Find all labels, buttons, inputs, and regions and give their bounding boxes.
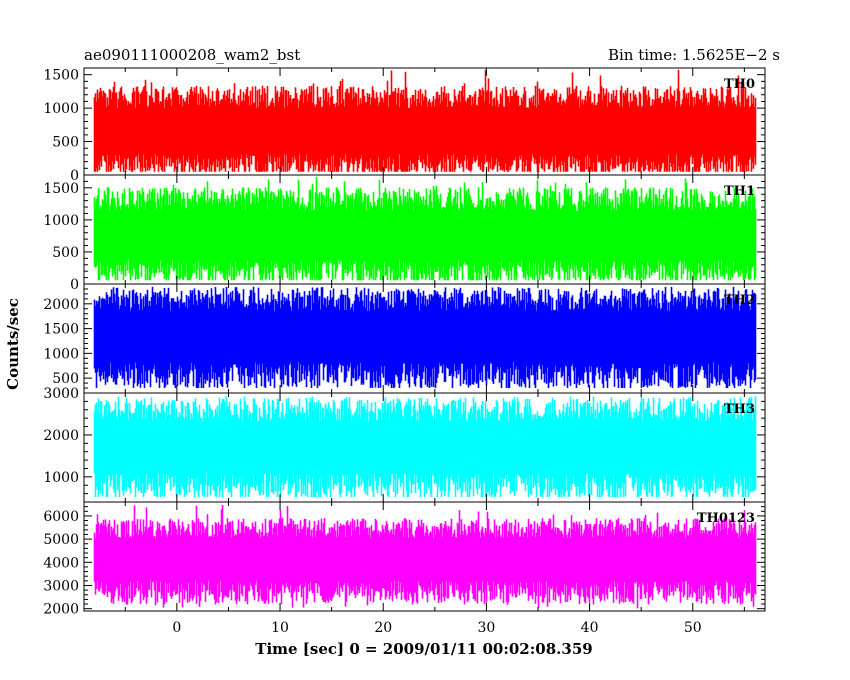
series-th2 [93,286,757,388]
y-tick-label: 5000 [43,532,79,548]
y-tick-label: 500 [52,245,79,261]
y-tick-label: 1000 [43,213,79,229]
x-tick-label: 0 [172,620,181,636]
y-axis-label: Counts/sec [4,298,22,390]
y-tick-label: 3000 [43,386,79,402]
panel-label: TH3 [724,402,755,417]
x-tick-label: 10 [271,620,289,636]
panel-label: TH1 [724,184,755,199]
panel-th0: 0 500 1000 1500 TH0 [43,67,766,184]
bin-time-label: Bin time: 1.5625E−2 s [608,46,780,64]
series-th0 [93,69,757,172]
series-th1 [93,176,757,281]
y-tick-label: 3000 [43,578,79,594]
y-tick-label: 2000 [43,428,79,444]
panel-th0123: 2000 3000 4000 5000 6000 TH0123 [43,501,766,618]
panel-frame [83,501,766,612]
y-tick-label: 2000 [43,297,79,313]
y-tick-label: 1000 [43,101,79,117]
panel-th2: 500 1000 1500 2000 TH2 [43,283,766,394]
y-tick-label: 1000 [43,346,79,362]
x-axis-label: Time [sec] 0 = 2009/01/11 00:02:08.359 [255,640,592,658]
y-tick-label: 6000 [43,509,79,525]
x-tick-label: 30 [477,620,495,636]
y-tick-label: 1500 [43,181,79,197]
y-tick-label: 500 [52,371,79,387]
panels: 0 500 1000 1500 TH0 0 500 1000 1500 TH1 500 1000 150… [43,67,766,618]
y-tick-label: 1500 [43,322,79,338]
y-tick-label: 500 [52,135,79,151]
y-tick-label: 1000 [43,470,79,486]
panel-th3: 1000 2000 3000 TH3 [43,386,766,503]
panel-label: TH2 [724,293,755,308]
x-tick-labels: 0 10 20 30 40 50 [172,620,701,636]
y-tick-label: 0 [70,277,79,293]
x-tick-label: 50 [684,620,702,636]
panel-th1: 0 500 1000 1500 TH1 [43,174,766,293]
y-tick-label: 1500 [43,68,79,84]
y-tick-label: 2000 [43,602,79,618]
panel-label: TH0123 [697,511,755,526]
y-tick-label: 0 [70,168,79,184]
series-th3 [93,396,757,497]
series-th0123 [93,505,757,609]
x-tick-label: 20 [374,620,392,636]
x-tick-label: 40 [581,620,599,636]
chart-title: ae090111000208_wam2_bst [84,46,300,64]
y-tick-label: 4000 [43,555,79,571]
panel-label: TH0 [724,77,755,92]
